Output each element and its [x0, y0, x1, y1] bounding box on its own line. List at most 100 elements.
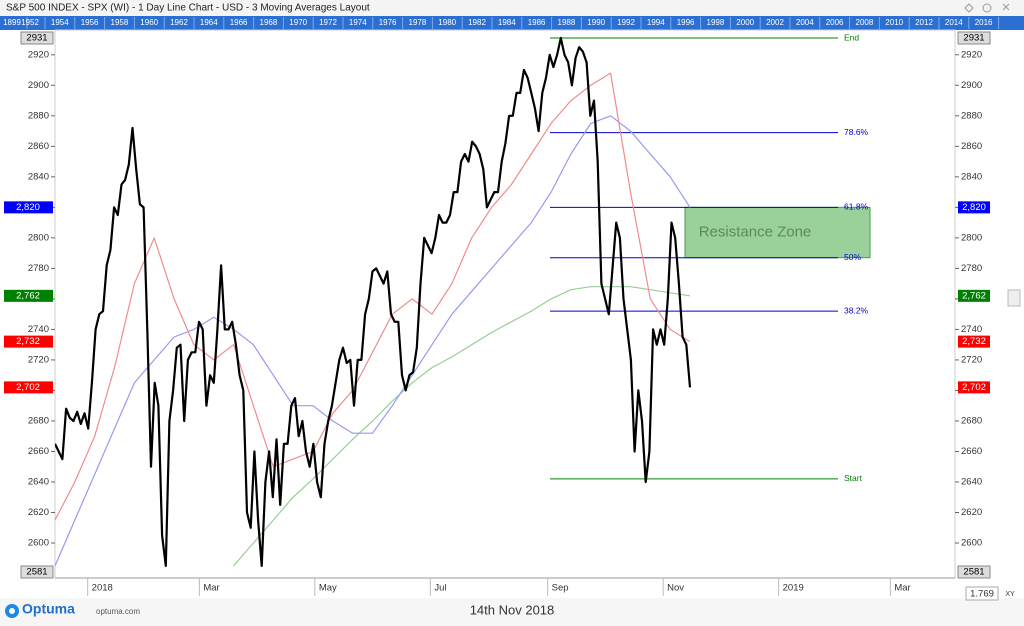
y-tick-label-right: 2660: [961, 446, 982, 457]
plot-area: [54, 29, 956, 579]
brand: Optuma: [22, 601, 75, 617]
price-tag-label: 2,762: [16, 290, 40, 301]
series-line: [55, 115, 691, 567]
y-tick-label-right: 2600: [961, 538, 982, 549]
timeline-year: 1988: [558, 18, 576, 27]
y-tick-label: 2640: [28, 476, 49, 487]
y-tick-label: 2920: [28, 49, 49, 60]
range-tag-right: [957, 31, 991, 45]
timeline-year: 1996: [677, 18, 695, 27]
range-tag-label-right: 2581: [963, 567, 984, 578]
y-tick-label-right: 2680: [961, 415, 982, 426]
timeline-year: 1994: [647, 18, 665, 27]
x-tick-label: Mar: [894, 583, 910, 594]
series-line: [233, 286, 691, 567]
timeline-year: 1956: [81, 18, 99, 27]
x-tick-label: 2018: [92, 583, 113, 594]
fib-label: End: [844, 32, 859, 42]
y-tick-label-right: 2900: [961, 80, 982, 91]
timeline-year: 2000: [736, 18, 754, 27]
y-tick-label: 2780: [28, 263, 49, 274]
timeline-year: 1970: [289, 18, 307, 27]
y-tick-label-right: 2720: [961, 354, 982, 365]
icon-close[interactable]: [1002, 3, 1010, 11]
timeline-year: 1966: [230, 18, 248, 27]
x-tick-label: Sep: [552, 583, 569, 594]
scale-mode[interactable]: XY: [1005, 591, 1015, 598]
timeline-year: 1992: [617, 18, 635, 27]
timeline-year: 2006: [826, 18, 844, 27]
scale-box[interactable]: [965, 586, 999, 601]
series-line: [55, 72, 691, 521]
price-tag: [4, 289, 53, 302]
fib-label: Start: [844, 473, 863, 483]
y-tick-label: 2840: [28, 171, 49, 182]
series-group: [55, 36, 692, 567]
y-tick-label-right: 2880: [961, 110, 982, 121]
x-tick-label: Nov: [667, 583, 684, 594]
price-tag-label-right: 2,820: [962, 202, 986, 213]
range-tag-label-right: 2931: [963, 33, 984, 44]
title-bar: [0, 0, 1024, 16]
timeline-year: 1962: [170, 18, 188, 27]
side-handle[interactable]: [1007, 289, 1021, 307]
icon-diamond[interactable]: [964, 3, 974, 13]
fib-label: 61.8%: [844, 202, 869, 212]
x-tick-label: May: [319, 583, 337, 594]
timeline-year: 1982: [468, 18, 486, 27]
series-line: [55, 36, 692, 567]
timeline-year: 1976: [379, 18, 397, 27]
timeline-strip[interactable]: [0, 16, 1024, 30]
resistance-zone: [684, 206, 871, 259]
timeline-year: 1974: [349, 18, 367, 27]
price-tag-right: [958, 289, 990, 302]
y-tick-label-right: 2800: [961, 232, 982, 243]
timeline-year: 2002: [766, 18, 784, 27]
y-tick-label-right: 2640: [961, 476, 982, 487]
y-tick-label: 2740: [28, 324, 49, 335]
scale-value: 1.769: [970, 589, 994, 600]
fib-label: 78.6%: [844, 127, 869, 137]
zone-label: Resistance Zone: [699, 223, 812, 240]
price-tag: [4, 381, 53, 394]
timeline-year: 2010: [885, 18, 903, 27]
timeline-year: 2014: [945, 18, 963, 27]
price-tag: [4, 201, 53, 214]
y-tick-label-right: 2860: [961, 141, 982, 152]
timeline-year: 1960: [140, 18, 158, 27]
y-tick-label: 2880: [28, 110, 49, 121]
range-tag-right: [957, 565, 991, 579]
y-tick-label: 2860: [28, 141, 49, 152]
timeline-year: 1899: [3, 18, 21, 27]
price-tag-label-right: 2,702: [962, 382, 986, 393]
price-tag-label-right: 2,762: [962, 290, 986, 301]
y-tick-label: 2660: [28, 446, 49, 457]
y-tick-label: 2680: [28, 415, 49, 426]
price-tag-right: [958, 335, 990, 348]
timeline-year: 1978: [409, 18, 427, 27]
chart-title: S&P 500 INDEX - SPX (WI) - 1 Day Line Ch…: [6, 3, 370, 14]
fib-label: 50%: [844, 252, 861, 262]
timeline-year: 2012: [915, 18, 933, 27]
range-tag-label: 2581: [26, 567, 47, 578]
range-tag: [20, 31, 54, 45]
timeline-year: 1968: [260, 18, 278, 27]
y-tick-label-right: 2780: [961, 263, 982, 274]
timeline-year: 1972: [319, 18, 337, 27]
price-tag-label: 2,732: [16, 336, 40, 347]
timeline-year: 1990: [587, 18, 605, 27]
price-tag-label-right: 2,732: [962, 336, 986, 347]
y-tick-label-right: 2920: [961, 49, 982, 60]
brand-logo-inner: [9, 608, 15, 614]
range-tag: [20, 565, 54, 579]
icon-settings[interactable]: [982, 3, 992, 13]
timeline-year: 2016: [975, 18, 993, 27]
price-tag-right: [958, 381, 990, 394]
price-tag: [4, 335, 53, 348]
timeline-year: 1986: [528, 18, 546, 27]
fib-label: 38.2%: [844, 305, 869, 315]
y-tick-label: 2900: [28, 80, 49, 91]
price-tag-right: [958, 201, 990, 214]
timeline-year: 2004: [796, 18, 814, 27]
